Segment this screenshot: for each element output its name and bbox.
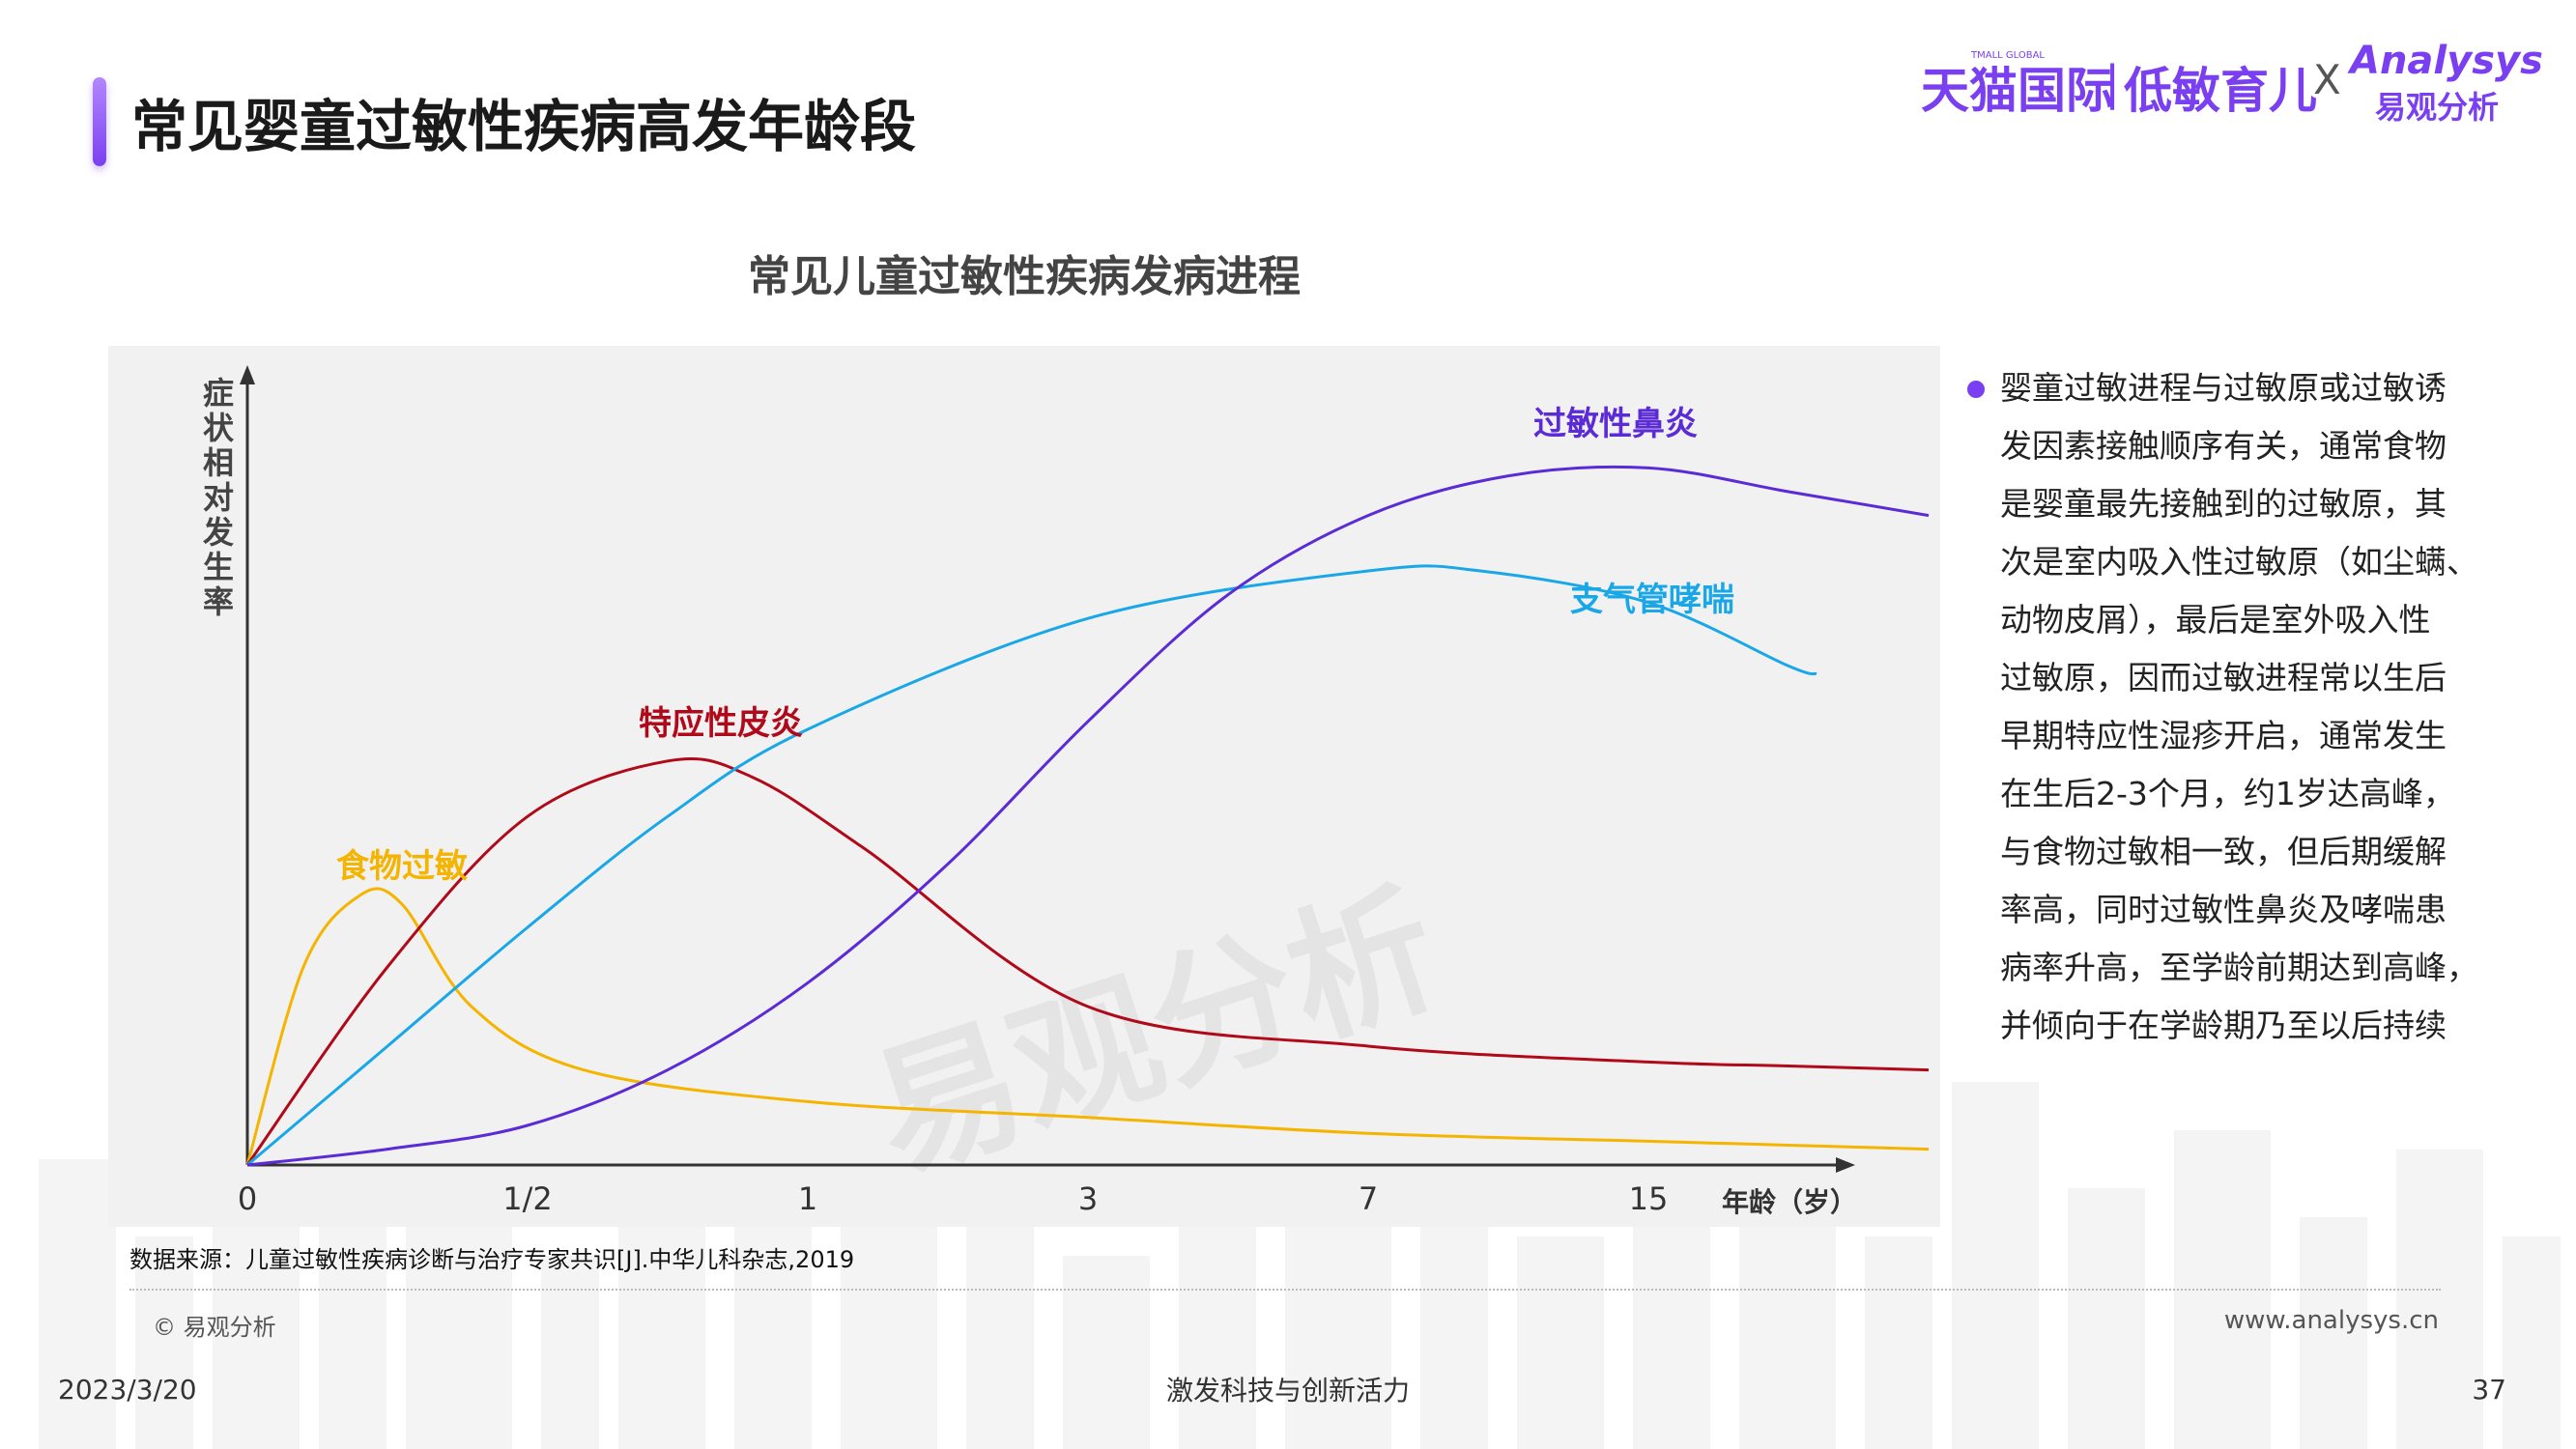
y-axis-arrow (240, 365, 255, 384)
dotted-divider (129, 1289, 2441, 1291)
chart-panel: 易观分析 症状相对发生率 0 1/2 1 3 7 15 年龄（岁） 食物过敏 特应性皮炎 支气管哮喘 过… (108, 346, 1940, 1227)
slogan: 激发科技与创新活力 (1165, 1375, 1410, 1406)
x-axis-arrow (1836, 1157, 1855, 1173)
page-number: 37 (2472, 1374, 2506, 1406)
description-line: 率高，同时过敏性鼻炎及哮喘患 (2000, 891, 2447, 928)
allergic-rhinitis-line (246, 465, 1930, 1167)
x-axis-label: 年龄（岁） (1722, 1186, 1857, 1218)
series-label: 特应性皮炎 (639, 704, 803, 743)
x-tick-label: 1/2 (502, 1180, 553, 1217)
series-label: 支气管哮喘 (1570, 581, 1734, 619)
x-tick-label: 3 (1078, 1180, 1098, 1217)
logo-x: X (2313, 56, 2341, 103)
description-text: 婴童过敏进程与过敏原或过敏诱 发因素接触顺序有关，通常食物 是婴童最先接触到的过敏原… (2000, 359, 2493, 1055)
description-line: 动物皮屑），最后是室外吸入性 (2000, 601, 2431, 639)
food-allergy-line (245, 887, 1930, 1166)
description-line: 婴童过敏进程与过敏原或过敏诱 (2000, 369, 2447, 407)
date: 2023/3/20 (58, 1374, 197, 1406)
x-tick-label: 7 (1359, 1180, 1378, 1217)
atopic-dermatitis-line (245, 756, 1930, 1166)
data-source: 数据来源：儿童过敏性疾病诊断与治疗专家共识[J].中华儿科杂志,2019 (129, 1246, 855, 1273)
title-accent-bar (93, 77, 106, 166)
analysys-cn-logo: 易观分析 (2375, 89, 2500, 126)
x-tick-label: 1 (798, 1180, 817, 1217)
bullet-dot (1967, 381, 1985, 398)
line-chart: 易观分析 症状相对发生率 0 1/2 1 3 7 15 年龄（岁） 食物过敏 特应性皮炎 支气管哮喘 过… (203, 365, 1930, 1218)
description-line: 次是室内吸入性过敏原（如尘螨、 (2000, 543, 2478, 581)
series-label: 过敏性鼻炎 (1533, 405, 1698, 443)
description-line: 发因素接触顺序有关，通常食物 (2000, 427, 2447, 465)
x-tick-label: 15 (1629, 1180, 1669, 1217)
analysys-logo: Analysys (2350, 39, 2543, 83)
x-tick-label: 0 (238, 1180, 257, 1217)
asthma-line (246, 564, 1818, 1167)
watermark: 易观分析 (854, 864, 1457, 1203)
website-link[interactable]: www.analysys.cn (2223, 1306, 2439, 1335)
description-line: 早期特应性湿疹开启，通常发生 (2000, 717, 2447, 754)
description-line: 并倾向于在学龄期乃至以后持续 (2000, 1007, 2447, 1044)
copyright: © 易观分析 (153, 1314, 276, 1341)
description-line: 是婴童最先接触到的过敏原，其 (2000, 485, 2447, 523)
series-label: 食物过敏 (336, 847, 468, 886)
description-line: 病率升高，至学龄前期达到高峰， (2000, 949, 2478, 986)
chart-title: 常见儿童过敏性疾病发病进程 (748, 252, 1301, 301)
y-axis-label: 症状相对发生率 (203, 375, 235, 620)
description-line: 过敏原，因而过敏进程常以生后 (2000, 659, 2447, 696)
tmall-global-logo: 天猫国际 (1921, 63, 2114, 119)
logo-separator: | (2104, 56, 2121, 110)
tmall-global-sub-logo: TMALL GLOBAL (1971, 50, 2046, 61)
description-line: 在生后2-3个月，约1岁达高峰， (2000, 775, 2455, 812)
low-allergy-logo: 低敏育儿 (2124, 63, 2317, 119)
page-title: 常见婴童过敏性疾病高发年龄段 (131, 94, 917, 159)
description-line: 与食物过敏相一致，但后期缓解 (2000, 833, 2447, 870)
city-skyline-background (39, 1082, 2561, 1449)
